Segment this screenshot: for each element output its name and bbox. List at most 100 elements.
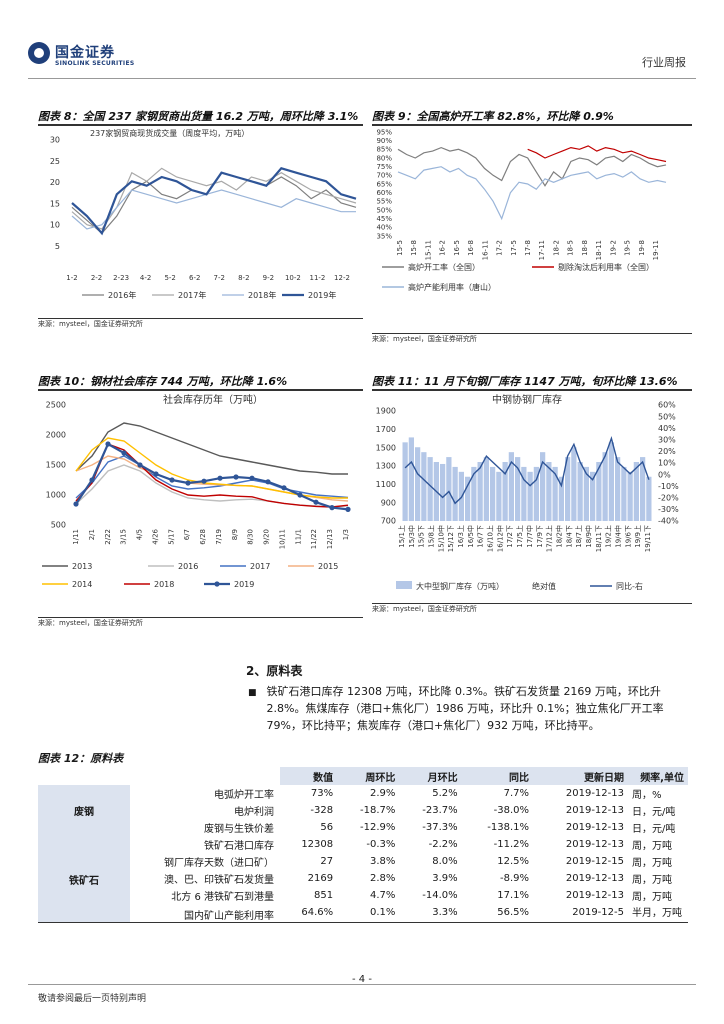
header-divider [28,78,696,79]
chart10-marker [185,480,191,486]
chart11-bar [465,476,471,521]
yoy-cell: -8.9% [500,873,530,884]
chart11-left-y-tick-label: 1700 [376,425,396,434]
raw-materials-table: 数值 周环比 月环比 同比 更新日期 频率,单位 废钢 电弧炉开工率 73% 2… [38,767,688,923]
chart9-x-tick-label: 15-8 [410,240,418,256]
chart9-x-tick-label: 19-5 [624,240,632,256]
chart9-bottom-rule [372,333,692,334]
chart9-x-tick-label: 19-8 [638,240,646,256]
chart9-y-tick-label: 40% [376,224,392,232]
chart8-series-line [71,189,356,230]
chart8-y-tick-label: 25 [50,157,60,166]
chart11-right-y-tick-label: -30% [658,505,679,514]
chart11-x-tick-label: 15/10中 [436,525,445,552]
chart11-right-y-tick-label: 0% [658,470,671,479]
chart10-marker [89,477,95,483]
col-header: 频率,单位 [628,767,688,785]
chart11-x-tick-label: 16/10上 [486,525,495,552]
chart8-inner-title: 237家钢贸商现货成交量（周度平均，万吨） [90,128,249,138]
chart10-inner-title: 社会库存历年（万吨） [163,393,263,406]
chart10-y-tick-label: 2500 [46,401,66,410]
chart11-left-y-tick-label: 1300 [376,462,396,471]
chart8-x-tick-label: 7-2 [214,274,225,282]
chart10-marker [169,477,175,483]
mom-cell: 5.2% [432,788,458,799]
category-cell: 废钢 [38,785,130,836]
wow-cell: 2.9% [369,788,396,799]
chart9-y-tick-label: 90% [376,137,392,145]
chart9-x-tick-label: 19-11 [652,240,660,260]
chart9-y-tick-label: 75% [376,163,392,171]
chart10-panel: 图表 10：钢材社会库存 744 万吨，环比降 1.6% 社会库存历年（万吨） 2… [38,374,363,628]
chart11-bar [508,452,514,521]
chart10-legend-marker [214,581,220,587]
date-cell: 2019-12-5 [533,904,628,923]
chart11-left-y-tick-label: 1500 [376,443,396,452]
table-row: 废钢 电弧炉开工率 73% 2.9% 5.2% 7.7% 2019-12-13 … [38,785,688,836]
chart9-y-tick-label: 80% [376,154,392,162]
chart11-right-y-tick-label: -40% [658,517,679,526]
chart11-bar [533,466,539,521]
chart8-x-tick-label: 12-2 [334,274,350,282]
chart11-left-y-tick-label: 1900 [376,407,396,416]
chart11-right-y-tick-label: 20% [658,447,676,456]
chart11-bar [490,466,496,521]
chart9-y-tick-label: 35% [376,232,392,240]
chart10-x-tick-label: 11/22 [310,529,318,549]
item-cell: 电炉利润 [234,807,274,818]
chart8-source: 来源：mysteel，国金证券研究所 [38,320,143,328]
chart9-title: 图表 9：全国高炉开工率 82.8%，环比降 0.9% [372,110,614,123]
chart9-x-tick-label: 16-8 [467,240,475,256]
chart11-bar [621,466,627,521]
table-header-row: 数值 周环比 月环比 同比 更新日期 频率,单位 [38,767,688,785]
mom-cell: -2.2% [428,839,458,850]
wow-cell: -18.7% [360,805,396,816]
chart11-bar [558,476,564,521]
logo-icon [28,42,50,64]
chart11-right-y-tick-label: 60% [658,401,676,410]
chart10-x-tick-label: 10/11 [278,529,286,549]
item-cell: 北方 6 港铁矿石到港量 [171,892,274,903]
chart10-source: 来源：mysteel，国金证券研究所 [38,619,143,627]
chart11-bar [552,466,558,521]
freq-cell: 周，万吨 [632,841,672,852]
chart10-bottom-rule [38,617,363,618]
chart10-legend-label: 2014 [72,580,92,589]
chart8-title: 图表 8：全国 237 家钢贸商出货量 16.2 万吨，周环比降 3.1% [38,110,359,123]
chart8-x-tick-label: 10-2 [285,274,301,282]
chart8-series-line [71,167,357,236]
chart9-y-tick-label: 65% [376,180,392,188]
chart10-x-tick-label: 6/7 [183,529,191,540]
item-cell: 废钢与生铁价差 [204,824,274,835]
chart11-bar [408,437,414,521]
table-row: 北方 6 港铁矿石到港量 851 4.7% -14.0% 17.1% 2019-… [38,887,688,904]
chart10-x-tick-label: 2/22 [104,529,112,545]
table-row: 钢厂库存天数（进口矿） 27 3.8% 8.0% 12.5% 2019-12-1… [38,853,688,870]
chart9-series-line [527,145,667,163]
chart11-bar [596,462,602,521]
chart11-bar [571,447,577,521]
col-header: 月环比 [399,767,462,785]
yoy-cell: 12.5% [497,856,530,867]
chart9-series-line [397,146,667,187]
wow-cell: -0.3% [366,839,396,850]
logo-text-cn: 国金证券 [55,45,115,61]
chart11-x-tick-label: 17/9下 [536,525,544,548]
chart9-x-tick-label: 17-11 [538,240,546,260]
value-cell: 851 [314,890,334,901]
chart9-legend-label: 高炉产能利用率（唐山） [408,282,496,292]
freq-cell: 日，元/吨 [632,824,676,835]
chart11-bar [602,452,608,521]
chart11-x-tick-label: 15/3中 [407,525,416,548]
chart10-x-tick-label: 12/13 [326,529,334,549]
chart11-right-y-tick-label: -20% [658,493,679,502]
chart11-x-tick-label: 17/5上 [515,525,524,548]
table-row: 国内矿山产能利用率 64.6% 0.1% 3.3% 56.5% 2019-12-… [38,904,688,923]
chart10-series-line [75,455,349,499]
chart11-left-y-tick-label: 900 [381,498,396,507]
chart11-right-y-tick-label: 10% [658,459,676,468]
chart10-title: 图表 10：钢材社会库存 744 万吨，环比降 1.6% [38,375,288,388]
chart11-x-tick-label: 16/5中 [466,525,475,548]
freq-cell: 周，万吨 [632,892,672,903]
chart9-x-tick-label: 19-2 [609,240,617,256]
